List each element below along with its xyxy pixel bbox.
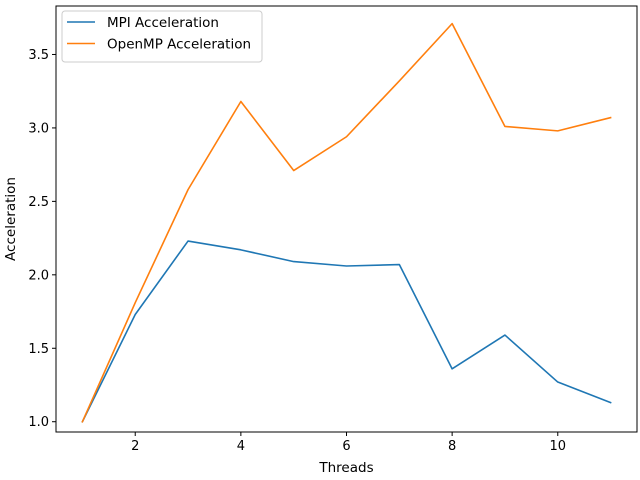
y-tick-label: 2.0 bbox=[28, 268, 49, 283]
x-tick-label: 2 bbox=[131, 439, 139, 454]
series-line-openmp bbox=[81, 22, 612, 423]
x-tick-label: 8 bbox=[448, 439, 456, 454]
y-tick-label: 2.5 bbox=[28, 195, 49, 210]
x-axis-ticks: 2 4 6 8 10 bbox=[131, 432, 566, 454]
plot-area bbox=[55, 5, 638, 433]
legend-label: MPI Acceleration bbox=[107, 15, 219, 31]
legend: MPI Acceleration OpenMP Acceleration bbox=[61, 10, 263, 63]
y-tick-label: 1.5 bbox=[28, 342, 49, 357]
legend-items: MPI Acceleration OpenMP Acceleration bbox=[67, 15, 251, 53]
y-tick-label: 1.0 bbox=[28, 415, 49, 430]
y-tick-label: 3.0 bbox=[28, 121, 49, 136]
y-tick-label: 3.5 bbox=[28, 48, 49, 63]
x-axis-label: Threads bbox=[318, 460, 373, 476]
x-tick-label: 6 bbox=[342, 439, 350, 454]
y-axis-label: Acceleration bbox=[3, 177, 19, 261]
legend-box bbox=[61, 10, 263, 63]
plot-frame bbox=[55, 5, 638, 433]
series-layer bbox=[81, 22, 612, 423]
y-axis-ticks: 1.0 1.5 2.0 2.5 3.0 3.5 bbox=[28, 48, 56, 430]
x-tick-label: 4 bbox=[237, 439, 245, 454]
legend-label: OpenMP Acceleration bbox=[107, 37, 251, 53]
series-line-mpi bbox=[81, 240, 612, 423]
x-tick-label: 10 bbox=[549, 439, 566, 454]
